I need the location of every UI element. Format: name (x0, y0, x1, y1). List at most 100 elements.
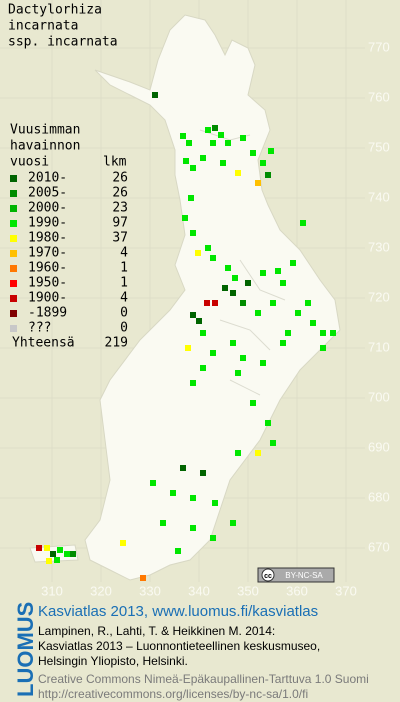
observation-dot (190, 525, 196, 531)
observation-dot (265, 420, 271, 426)
observation-dot (230, 520, 236, 526)
observation-dot (185, 345, 191, 351)
legend-swatch (10, 310, 17, 317)
y-coordinate-label: 720 (368, 289, 390, 304)
observation-dot (190, 165, 196, 171)
observation-dot (180, 465, 186, 471)
observation-dot (190, 380, 196, 386)
observation-dot (204, 300, 210, 306)
y-coordinate-label: 770 (368, 39, 390, 54)
license-line: Creative Commons Nimeä-Epäkaupallinen-Ta… (38, 672, 369, 686)
legend-heading: vuosi (10, 155, 49, 170)
observation-dot (210, 140, 216, 146)
legend-swatch (10, 175, 17, 182)
observation-dot (188, 195, 194, 201)
observation-dot (255, 180, 261, 186)
observation-dots (36, 92, 336, 581)
citation-line: Kasviatlas 2013 – Luonnontieteellinen ke… (38, 639, 320, 653)
y-coordinate-label: 740 (368, 189, 390, 204)
observation-dot (235, 370, 241, 376)
observation-dot (255, 310, 261, 316)
observation-dot (57, 547, 63, 553)
legend-label: 1990- (28, 216, 67, 231)
legend-label: 1900- (28, 291, 67, 306)
legend-swatch (10, 280, 17, 287)
observation-dot (220, 160, 226, 166)
legend-total-label: Yhteensä (12, 336, 75, 351)
observation-dot (44, 545, 50, 551)
legend-swatch (10, 205, 17, 212)
legend-total: 219 (105, 336, 128, 351)
observation-dot (205, 245, 211, 251)
legend-label: -1899 (28, 306, 67, 321)
observation-dot (240, 135, 246, 141)
x-coordinate-label: 370 (335, 583, 357, 598)
observation-dot (240, 300, 246, 306)
observation-dot (190, 230, 196, 236)
legend-count: 0 (120, 321, 128, 336)
citation-line: Lampinen, R., Lahti, T. & Heikkinen M. 2… (38, 624, 275, 638)
logo: LUOMUS (13, 602, 38, 697)
y-coordinate-label: 750 (368, 139, 390, 154)
footer: Lampinen, R., Lahti, T. & Heikkinen M. 2… (38, 624, 369, 701)
observation-dot (212, 500, 218, 506)
observation-dot (222, 285, 228, 291)
observation-dot (210, 535, 216, 541)
observation-dot (195, 250, 201, 256)
observation-dot (205, 127, 211, 133)
observation-dot (210, 350, 216, 356)
observation-dot (50, 551, 56, 557)
legend-label: ??? (28, 321, 51, 336)
title-line: incarnata (8, 19, 78, 34)
legend-swatch (10, 265, 17, 272)
legend-label: 2000- (28, 201, 67, 216)
observation-dot (200, 155, 206, 161)
legend-label: 1950- (28, 276, 67, 291)
observation-dot (268, 148, 274, 154)
cc-badge: cc BY-NC-SA (257, 567, 335, 583)
observation-dot (250, 150, 256, 156)
legend-swatch (10, 250, 17, 257)
observation-dot (290, 260, 296, 266)
legend-label: 2010- (28, 171, 67, 186)
observation-dot (190, 495, 196, 501)
legend-swatch (10, 295, 17, 302)
observation-dot (320, 345, 326, 351)
observation-dot (255, 450, 261, 456)
observation-dot (280, 340, 286, 346)
y-coordinate-label: 730 (368, 239, 390, 254)
legend-swatch (10, 235, 17, 242)
observation-dot (150, 480, 156, 486)
legend-count: 37 (112, 231, 128, 246)
legend-count: 97 (112, 216, 128, 231)
legend-count: 4 (120, 246, 128, 261)
observation-dot (212, 125, 218, 131)
x-coordinate-label: 350 (237, 583, 259, 598)
observation-dot (230, 290, 236, 296)
observation-dot (212, 300, 218, 306)
observation-dot (225, 265, 231, 271)
y-coordinate-label: 710 (368, 339, 390, 354)
cc-badge-box (257, 567, 335, 583)
legend-count: 1 (120, 261, 128, 276)
observation-dot (170, 490, 176, 496)
legend-count: 26 (112, 171, 128, 186)
y-coordinate-label: 680 (368, 489, 390, 504)
observation-dot (305, 300, 311, 306)
x-coordinate-label: 360 (286, 583, 308, 598)
observation-dot (140, 575, 146, 581)
legend-label: 1960- (28, 261, 67, 276)
observation-dot (295, 310, 301, 316)
observation-dot (175, 548, 181, 554)
observation-dot (225, 140, 231, 146)
observation-dot (183, 158, 189, 164)
cc-badge-label: BY-NC-SA (285, 571, 323, 580)
observation-dot (260, 160, 266, 166)
cc-icon: cc (264, 573, 272, 580)
observation-dot (320, 330, 326, 336)
observation-dot (46, 558, 52, 564)
